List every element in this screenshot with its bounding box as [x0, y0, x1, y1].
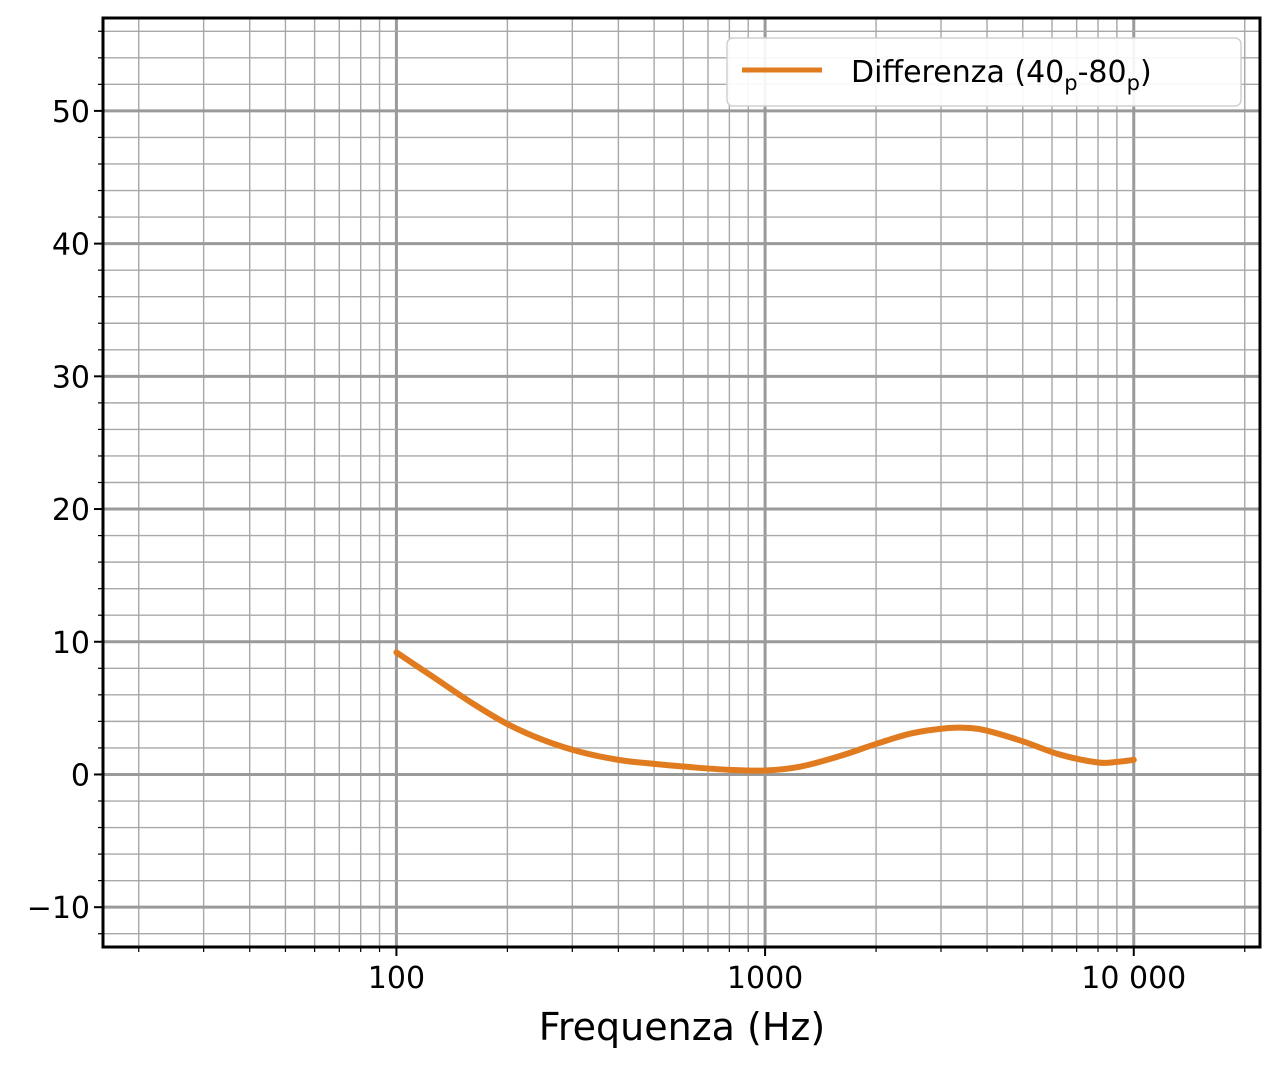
- x-tick-label: 100: [368, 961, 425, 996]
- series-line-0: [393, 649, 1137, 774]
- y-tick-label: 0: [71, 758, 90, 793]
- y-tick-label: 10: [52, 626, 90, 661]
- legend-box: [726, 37, 1242, 107]
- x-axis-label: Frequenza (Hz): [539, 1005, 825, 1049]
- x-tick-label: 1000: [727, 961, 803, 996]
- axes: 100 1000 10 000 −10 0 10 20 30 40 50: [27, 16, 1262, 996]
- y-tick-label: 40: [52, 228, 90, 263]
- y-tick-label: 30: [52, 360, 90, 395]
- legend-label-sub2: p: [1127, 71, 1140, 95]
- x-tick-label: 10 000: [1081, 961, 1186, 996]
- legend-label-sub1: p: [1064, 71, 1077, 95]
- plot-area: [393, 649, 1137, 774]
- y-tick-label: 20: [52, 493, 90, 528]
- legend-label-close: ): [1140, 55, 1152, 90]
- y-tick-label: 50: [52, 95, 90, 130]
- grid: [103, 18, 1260, 947]
- legend-label-main: Differenza (40: [851, 55, 1064, 90]
- legend-label: Differenza (40p-80p): [851, 55, 1152, 95]
- legend: Differenza (40p-80p): [726, 37, 1242, 107]
- y-tick-label: −10: [27, 891, 90, 926]
- legend-label-mid: -80: [1078, 55, 1127, 90]
